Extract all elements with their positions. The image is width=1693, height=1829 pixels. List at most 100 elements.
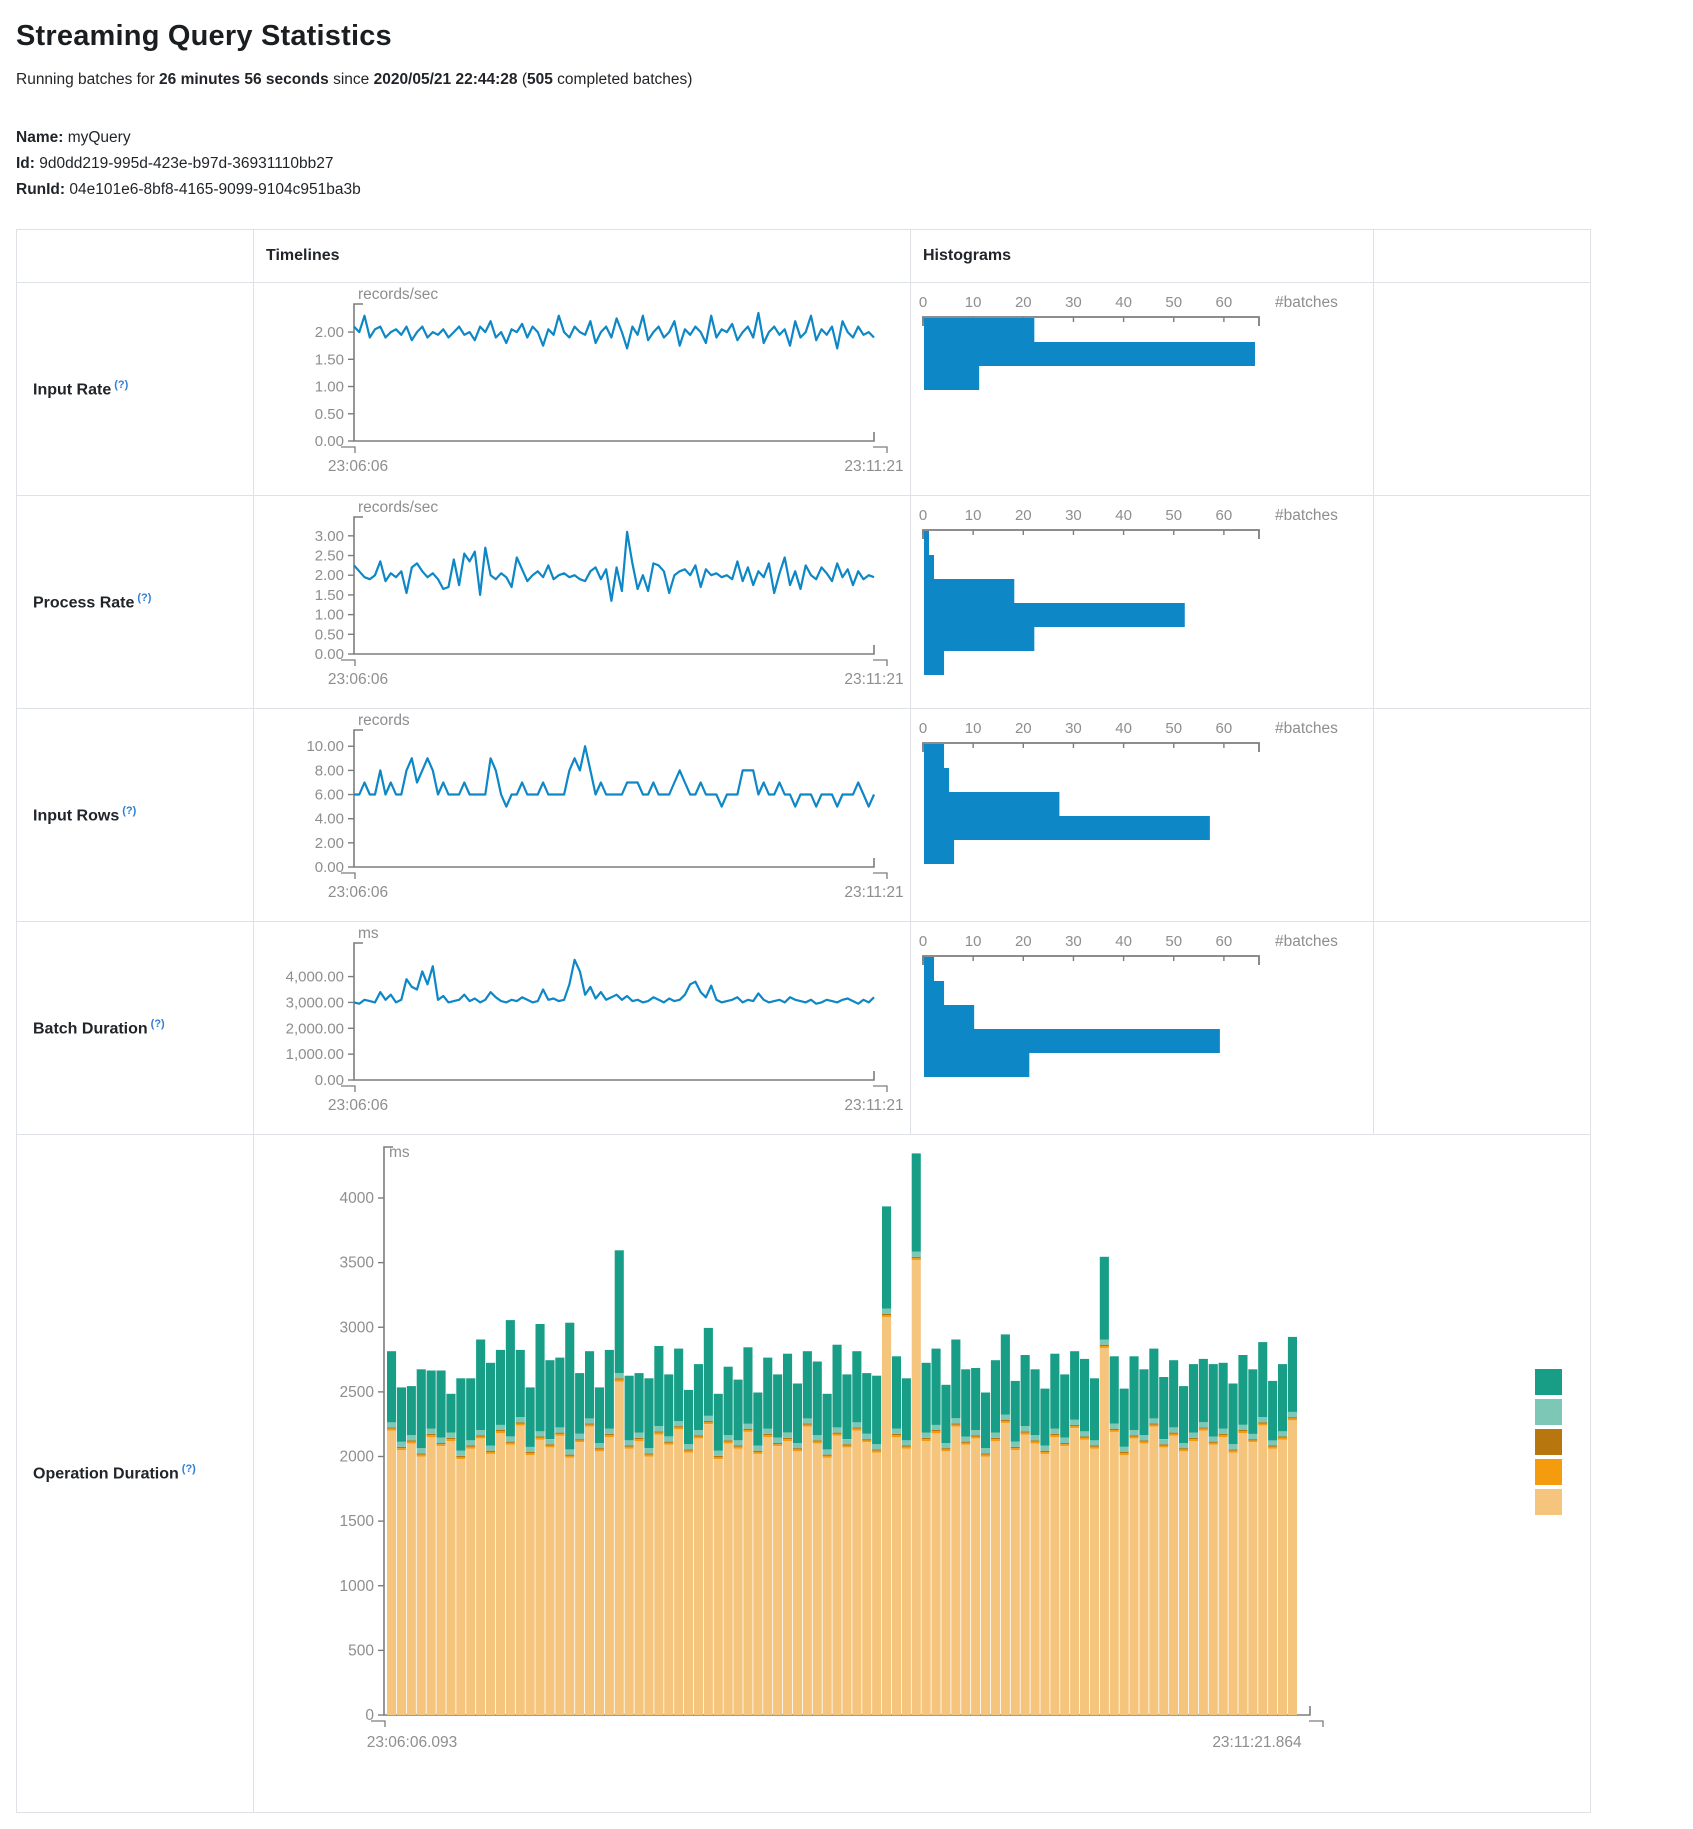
since-text: since xyxy=(328,71,374,88)
empty-cell xyxy=(1373,282,1591,496)
svg-text:1.50: 1.50 xyxy=(315,351,344,368)
help-icon-process-rate[interactable]: (?) xyxy=(137,591,152,604)
svg-text:0.00: 0.00 xyxy=(315,646,344,663)
svg-text:3.00: 3.00 xyxy=(315,528,344,545)
svg-text:0.50: 0.50 xyxy=(315,626,344,643)
svg-text:60: 60 xyxy=(1216,507,1233,524)
svg-text:23:06:06.093: 23:06:06.093 xyxy=(367,1734,458,1751)
batches-suffix: completed batches) xyxy=(552,71,693,88)
input-rows-histogram-chart: 0 10 20 30 40 50 60 #batches xyxy=(919,720,1338,864)
svg-text:23:06:06: 23:06:06 xyxy=(328,458,388,475)
input-rate-histogram-chart: 0 10 20 30 40 50 60 #batches xyxy=(919,294,1338,390)
input-rows-timeline-chart: records 0.00 2.00 4.00 6.00 8.00 10.00 23:06:06… xyxy=(306,712,903,901)
svg-text:2.00: 2.00 xyxy=(315,324,344,341)
svg-text:#batches: #batches xyxy=(1275,933,1338,950)
help-icon-input-rows[interactable]: (?) xyxy=(122,804,137,817)
svg-text:8.00: 8.00 xyxy=(315,762,344,779)
empty-cell xyxy=(1373,495,1591,709)
svg-text:23:06:06: 23:06:06 xyxy=(328,671,388,688)
process-rate-histogram-cell: 0 10 20 30 40 50 60 #batches xyxy=(910,495,1374,709)
svg-text:1000: 1000 xyxy=(340,1578,375,1595)
svg-text:30: 30 xyxy=(1065,720,1082,737)
svg-text:23:11:21: 23:11:21 xyxy=(844,671,903,688)
svg-text:60: 60 xyxy=(1216,720,1233,737)
row-label-text: Process Rate xyxy=(33,594,135,612)
help-icon-operation-duration[interactable]: (?) xyxy=(181,1463,196,1476)
input-rows-timeline-cell: records 0.00 2.00 4.00 6.00 8.00 10.00 23:06:06… xyxy=(253,708,911,922)
query-runid-value: 04e101e6-8bf8-4165-9099-9104c951ba3b xyxy=(69,181,361,198)
svg-text:23:06:06: 23:06:06 xyxy=(328,884,388,901)
stats-table-header-row: Timelines Histograms xyxy=(16,229,1591,283)
svg-text:0: 0 xyxy=(919,933,927,950)
query-runid-row: RunId: 04e101e6-8bf8-4165-9099-9104c951b… xyxy=(16,177,1677,203)
table-row-operation-duration: Operation Duration (?) ms 0 500 1000 1500 2000… xyxy=(16,1134,1591,1813)
svg-text:10: 10 xyxy=(965,507,982,524)
completed-batches-count: 505 xyxy=(526,71,553,88)
header-empty-cell-right xyxy=(1373,229,1591,283)
svg-text:20: 20 xyxy=(1015,507,1032,524)
svg-text:1.00: 1.00 xyxy=(315,379,344,396)
svg-text:#batches: #batches xyxy=(1275,294,1338,311)
svg-text:23:06:06: 23:06:06 xyxy=(328,1097,388,1114)
batch-duration-timeline-cell: ms 0.00 1,000.00 2,000.00 3,000.00 4,000.00 23… xyxy=(253,921,911,1135)
svg-text:23:11:21: 23:11:21 xyxy=(844,458,903,475)
svg-text:records/sec: records/sec xyxy=(358,499,438,516)
svg-text:50: 50 xyxy=(1165,507,1182,524)
svg-text:30: 30 xyxy=(1065,933,1082,950)
header-empty-cell xyxy=(16,229,254,283)
svg-text:4,000.00: 4,000.00 xyxy=(286,969,344,986)
input-rows-histogram-cell: 0 10 20 30 40 50 60 #batches xyxy=(910,708,1374,922)
svg-text:1.50: 1.50 xyxy=(315,587,344,604)
query-name-value: myQuery xyxy=(67,129,131,146)
svg-text:20: 20 xyxy=(1015,294,1032,311)
row-label-text: Batch Duration xyxy=(33,1020,148,1038)
svg-text:2500: 2500 xyxy=(340,1384,375,1401)
query-id-value: 9d0dd219-995d-423e-b97d-36931110bb27 xyxy=(39,155,334,172)
svg-text:50: 50 xyxy=(1165,720,1182,737)
query-id-row: Id: 9d0dd219-995d-423e-b97d-36931110bb27 xyxy=(16,151,1677,177)
svg-text:23:11:21: 23:11:21 xyxy=(844,884,903,901)
operation-duration-stacked-chart: ms 0 500 1000 1500 2000 2500 3000 3500 4000 23:06:… xyxy=(340,1144,1562,1751)
svg-text:40: 40 xyxy=(1115,507,1132,524)
help-icon-input-rate[interactable]: (?) xyxy=(114,378,129,391)
query-name-label: Name: xyxy=(16,129,64,146)
svg-text:0.50: 0.50 xyxy=(315,406,344,423)
help-icon-batch-duration[interactable]: (?) xyxy=(150,1017,165,1030)
svg-text:#batches: #batches xyxy=(1275,720,1338,737)
query-id-label: Id: xyxy=(16,155,35,172)
row-label-text: Input Rate xyxy=(33,381,112,399)
svg-text:2.00: 2.00 xyxy=(315,567,344,584)
svg-text:20: 20 xyxy=(1015,720,1032,737)
table-row-batch-duration: Batch Duration (?) ms 0.00 1,000.00 2,000.00… xyxy=(16,921,1591,1135)
svg-text:0.00: 0.00 xyxy=(315,1072,344,1089)
batch-duration-histogram-chart: 0 10 20 30 40 50 60 #batches xyxy=(919,933,1338,1077)
svg-text:50: 50 xyxy=(1165,294,1182,311)
empty-cell xyxy=(1373,708,1591,922)
svg-text:500: 500 xyxy=(348,1642,374,1659)
svg-text:23:11:21.864: 23:11:21.864 xyxy=(1212,1734,1302,1751)
row-label-text: Operation Duration xyxy=(33,1465,179,1483)
header-histograms: Histograms xyxy=(910,229,1374,283)
svg-text:60: 60 xyxy=(1216,294,1233,311)
table-row-process-rate: Process Rate (?) records/sec 0.00 0.50 1.00 1… xyxy=(16,495,1591,709)
query-meta: Name: myQuery Id: 9d0dd219-995d-423e-b97… xyxy=(16,125,1677,203)
query-name-row: Name: myQuery xyxy=(16,125,1677,151)
svg-text:ms: ms xyxy=(358,925,379,942)
input-rate-histogram-cell: 0 10 20 30 40 50 60 #batches xyxy=(910,282,1374,496)
svg-text:0: 0 xyxy=(919,507,927,524)
svg-text:10: 10 xyxy=(965,720,982,737)
svg-text:0: 0 xyxy=(365,1707,374,1724)
svg-text:1500: 1500 xyxy=(340,1513,375,1530)
svg-text:4.00: 4.00 xyxy=(315,811,344,828)
process-rate-timeline-cell: records/sec 0.00 0.50 1.00 1.50 2.00 2.50 3.00 2… xyxy=(253,495,911,709)
row-label-batch-duration: Batch Duration (?) xyxy=(16,921,254,1135)
svg-text:2000: 2000 xyxy=(340,1449,375,1466)
svg-text:records: records xyxy=(358,712,410,729)
svg-text:10: 10 xyxy=(965,294,982,311)
svg-text:20: 20 xyxy=(1015,933,1032,950)
running-prefix: Running batches for xyxy=(16,71,160,88)
batch-duration-timeline-chart: ms 0.00 1,000.00 2,000.00 3,000.00 4,000.00 23… xyxy=(286,925,904,1114)
svg-text:3,000.00: 3,000.00 xyxy=(286,994,344,1011)
svg-text:40: 40 xyxy=(1115,720,1132,737)
